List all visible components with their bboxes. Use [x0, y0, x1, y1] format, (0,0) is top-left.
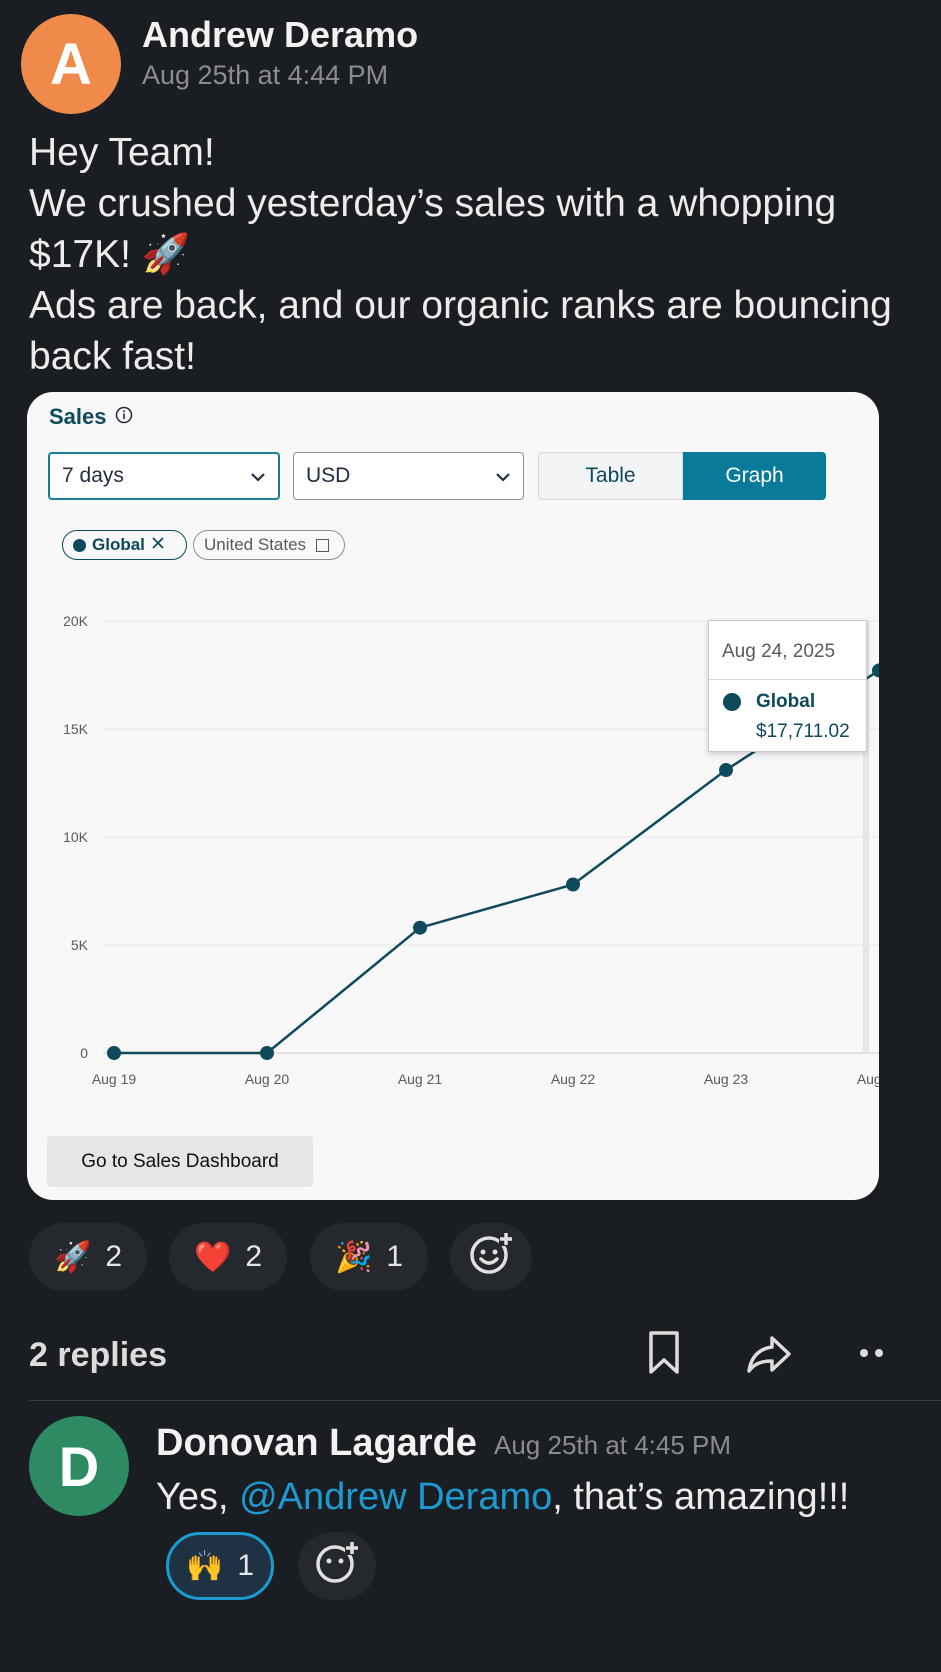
tooltip-series: Global [756, 691, 816, 712]
reply-timestamp[interactable]: Aug 25th at 4:45 PM [494, 1430, 732, 1460]
sales-line-chart: 0 5K 10K 15K 20K Aug 19 Aug 20 Aug 21 Aug 22 Aug … [63, 613, 879, 1087]
chip-label: Global [92, 535, 145, 554]
reply-text: Yes, @Andrew Deramo, that’s amazing!!! [156, 1472, 849, 1523]
x-tick-label: Aug 19 [92, 1071, 137, 1087]
series-dot [723, 693, 741, 711]
bookmark-icon[interactable] [648, 1330, 680, 1381]
sales-card[interactable]: Sales 7 days USD Table Graph Global Unit… [27, 392, 879, 1200]
add-emoji-icon [468, 1230, 514, 1284]
message-timestamp[interactable]: Aug 25th at 4:44 PM [142, 60, 389, 90]
x-tick-label: Aug 21 [398, 1071, 443, 1087]
message-line: We crushed yesterday’s sales with a whop… [29, 182, 837, 225]
share-icon[interactable] [746, 1334, 792, 1379]
message-line: Ads are back, and our organic ranks are … [29, 284, 892, 327]
data-point [719, 763, 733, 778]
x-tick-label: Aug 20 [245, 1071, 290, 1087]
replies-count[interactable]: 2 replies [29, 1336, 167, 1374]
chevron-down-icon [250, 464, 266, 488]
author-avatar[interactable]: A [21, 14, 121, 114]
info-icon[interactable] [115, 406, 133, 424]
message-line: $17K! 🚀 [29, 233, 191, 276]
add-emoji-icon [314, 1539, 360, 1593]
reaction-count: 2 [105, 1240, 123, 1273]
data-point [260, 1046, 274, 1060]
chip-united-states[interactable]: United States [193, 530, 345, 560]
series-dot [73, 538, 86, 552]
data-point [413, 920, 427, 935]
currency-select[interactable]: USD [293, 452, 524, 500]
add-reaction-button[interactable] [450, 1223, 532, 1291]
data-point [107, 1046, 121, 1060]
tooltip-date: Aug 24, 2025 [722, 641, 836, 662]
x-tick-label: Aug 23 [704, 1071, 749, 1087]
chip-global[interactable]: Global [62, 530, 187, 560]
series-line [114, 669, 879, 1055]
tooltip-divider [709, 679, 866, 680]
graph-toggle[interactable]: Graph [683, 452, 826, 500]
reaction-rocket[interactable]: 🚀 2 [29, 1223, 147, 1291]
reaction-party[interactable]: 🎉 1 [310, 1223, 428, 1291]
y-tick-label: 10K [63, 829, 89, 845]
y-tick-label: 5K [71, 937, 89, 953]
hover-band [863, 621, 869, 1053]
message-line: Hey Team! [29, 131, 215, 174]
data-point [872, 663, 879, 678]
range-select[interactable]: 7 days [48, 452, 280, 500]
reply-text-end: , that’s amazing!!! [552, 1476, 850, 1518]
y-tick-label: 15K [63, 721, 89, 737]
heart-emoji: ❤️ [193, 1240, 232, 1274]
reaction-heart[interactable]: ❤️ 2 [169, 1223, 287, 1291]
reaction-count: 2 [245, 1240, 263, 1273]
reply-add-reaction-button[interactable] [298, 1532, 376, 1600]
sales-dashboard-button[interactable]: Go to Sales Dashboard [47, 1136, 313, 1187]
range-select-value: 7 days [62, 464, 124, 487]
raised-hands-emoji: 🙌 [185, 1549, 224, 1583]
chart-tooltip: Aug 24, 2025 Global $17,711.02 [708, 620, 867, 752]
table-toggle[interactable]: Table [538, 452, 683, 500]
reply-author-name[interactable]: Donovan Lagarde [156, 1422, 477, 1464]
message-line: back fast! [29, 335, 196, 378]
chevron-down-icon [495, 464, 511, 488]
x-tick-label: Aug 22 [551, 1071, 596, 1087]
x-tick-label: Aug 24 [857, 1071, 879, 1087]
user-mention-link[interactable]: @Andrew Deramo [239, 1476, 553, 1518]
tooltip-value: $17,711.02 [756, 721, 850, 742]
message-body: Hey Team! We crushed yesterday’s sales w… [29, 127, 892, 382]
currency-select-value: USD [306, 464, 351, 487]
rocket-emoji: 🚀 [53, 1240, 92, 1274]
chip-label: United States [204, 535, 307, 554]
reply-author-avatar[interactable]: D [29, 1416, 129, 1516]
party-popper-emoji: 🎉 [334, 1240, 373, 1274]
sales-title: Sales [49, 404, 107, 429]
reaction-raised-hands[interactable]: 🙌 1 [166, 1532, 274, 1600]
close-icon[interactable] [151, 535, 165, 555]
thread-divider [29, 1400, 941, 1401]
checkbox-icon[interactable] [316, 538, 330, 552]
reply-text-start: Yes, [156, 1476, 240, 1518]
y-tick-label: 20K [63, 613, 89, 629]
more-icon[interactable] [858, 1346, 888, 1365]
reaction-count: 1 [237, 1549, 255, 1582]
data-point [566, 877, 580, 892]
author-name[interactable]: Andrew Deramo [142, 14, 419, 55]
y-tick-label: 0 [80, 1045, 88, 1061]
reaction-count: 1 [386, 1240, 404, 1273]
